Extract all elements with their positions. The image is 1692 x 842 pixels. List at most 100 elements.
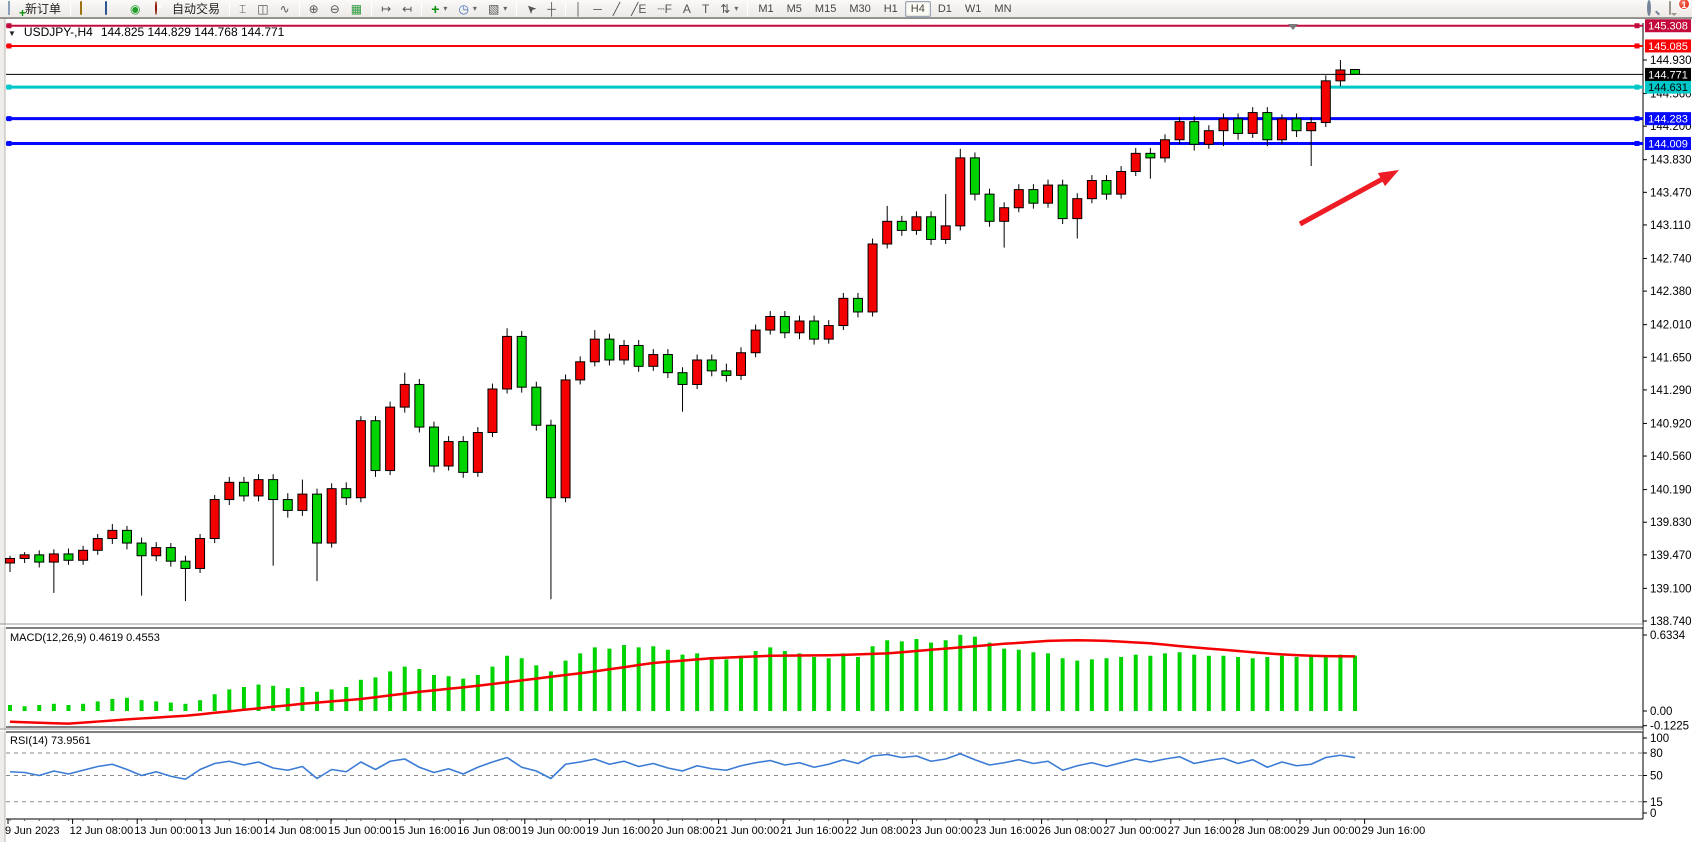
resistance-line-2-handle[interactable] [1634,43,1640,49]
support-line-blue-2-badge [1645,136,1691,150]
candlestick-chart-button[interactable]: ◫ [252,1,273,17]
time-tick-label: 21 Jun 00:00 [716,825,780,837]
timeframe-button-m30[interactable]: M30 [849,2,871,15]
fibonacci-button[interactable]: ┈F [652,1,677,17]
metaeditor-button[interactable] [75,0,99,17]
toolbar-separator [70,1,72,16]
candle-down [312,493,323,544]
time-tick-label: 29 Jun 00:00 [1297,825,1361,837]
candle-down [1028,189,1039,204]
vertical-line-icon: │ [574,1,583,16]
trend-arrow-head[interactable] [1377,170,1399,187]
auto-scroll-button[interactable]: ↦ [376,1,396,17]
chart-canvas[interactable]: 144.930144.560144.200143.830143.470143.1… [0,19,1692,842]
toolbar-separator [298,1,300,16]
autotrading-button[interactable]: 自动交易 [150,0,225,17]
templates-icon: ▧ [487,1,500,16]
timeframe-button-d1[interactable]: D1 [937,2,952,15]
zoom-out-button[interactable]: ⊖ [325,1,345,17]
support-line-blue-2-handle[interactable] [1634,140,1640,146]
vertical-line-button[interactable]: │ [570,1,588,17]
chart-window[interactable]: ▼ USDJPY-,H4 144.825 144.829 144.768 144… [0,18,1692,842]
time-tick-label: 9 Jun 2023 [5,825,59,837]
candle-up [940,225,951,240]
price-tick-label: 142.010 [1650,320,1692,332]
new-order-button[interactable]: 新订单 [3,0,66,17]
signals-button[interactable]: ◉ [125,1,149,17]
price-tick-label: 140.190 [1650,485,1692,497]
time-tick-label: 26 Jun 08:00 [1039,825,1103,837]
resistance-line-1-handle[interactable] [1634,23,1640,29]
zoom-in-button[interactable]: ⊕ [304,1,324,17]
rsi-axis-label: 0 [1650,808,1656,820]
chart-shift-icon: ↤ [402,1,413,16]
trend-arrow[interactable] [1298,177,1383,227]
candle-down [545,424,556,499]
toolbar: 新订单 ◉自动交易 ⌶◫∿ ⊕⊖▦ ↦ ↤ +▾◷▾▧▾ ➤┼ │ ─ ╱╱E┈FAT⇅▾ M1 M5 M… [0,0,1692,18]
candle-down [896,220,907,231]
trendline-button[interactable]: ╱ [608,1,625,17]
timeframe-button-h1[interactable]: H1 [883,2,898,15]
arrows-button[interactable]: ⇅ ▾ [715,1,743,17]
support-line-cyan-handle[interactable] [6,84,12,90]
crosshair-button[interactable]: ┼ [542,1,561,17]
horizontal-line-button[interactable]: ─ [588,1,607,17]
candle-up [297,493,308,511]
support-line-blue-1-handle[interactable] [6,116,12,122]
macd-label: MACD(12,26,9) 0.4619 0.4553 [10,632,160,644]
timeframe-button-m1[interactable]: M1 [758,2,774,15]
timeframe-button-m15[interactable]: M15 [814,2,837,15]
timeframe-button-mn[interactable]: MN [994,2,1012,15]
notification-badge: 1 [1678,0,1690,10]
text-label-button[interactable]: T [697,1,714,17]
chart-shift-marker[interactable] [1288,24,1298,30]
candle-down [677,372,688,385]
market-button[interactable] [100,0,124,17]
timeframe-button-h4[interactable]: H4 [904,0,931,17]
price-tick-label: 139.470 [1650,550,1692,562]
support-line-blue-1-handle[interactable] [1634,116,1640,122]
resistance-line-2-badge-text: 145.085 [1648,41,1688,53]
ohlc-readout: 144.825 144.829 144.768 144.771 [100,25,285,39]
resistance-line-1-handle[interactable] [6,23,12,29]
candle-down [779,315,790,334]
candle-down [706,359,717,372]
candle-down [633,344,644,367]
chevron-down-icon[interactable]: ▼ [8,29,16,38]
chart-shift-button[interactable]: ↤ [397,1,417,17]
time-tick-label: 15 Jun 00:00 [328,825,392,837]
rsi-axis-label: 50 [1650,771,1663,783]
timeframe-button-w1[interactable]: W1 [964,2,982,15]
candle-up [107,529,118,540]
time-periods-button[interactable]: ◷ ▾ [453,1,482,17]
candle-down [1101,180,1112,195]
toolbar-right-group: 1 [1647,0,1690,16]
candle-up [1159,139,1170,159]
indicators-button[interactable]: + ▾ [426,1,452,17]
new-order-label: 新订单 [25,2,62,16]
candle-down [604,338,615,361]
horizontal-line-icon: ─ [593,1,602,16]
candle-down [969,157,980,195]
timeframe-button-m5[interactable]: M5 [786,2,802,15]
line-chart-button[interactable]: ∿ [275,1,295,17]
support-line-blue-2-handle[interactable] [6,140,12,146]
templates-button[interactable]: ▧ ▾ [483,1,512,17]
toolbar-separator [564,1,566,16]
candle-down [1145,152,1156,159]
search-icon[interactable] [1647,0,1661,16]
equidistant-channel-button[interactable]: ╱E [626,1,651,17]
support-line-cyan-handle[interactable] [1634,84,1640,90]
chat-icon[interactable]: 1 [1669,0,1690,16]
cursor-button[interactable]: ➤ [521,0,541,17]
resistance-line-2-handle[interactable] [6,43,12,49]
candle-down [516,335,527,388]
bar-chart-button[interactable]: ⌶ [234,1,251,17]
candle-up [1072,198,1083,220]
candle-down [341,488,352,499]
toolbar-separator [516,1,518,16]
candle-up [867,243,878,313]
rsi-axis-label: 15 [1650,797,1663,809]
text-button[interactable]: A [678,1,696,17]
tile-windows-button[interactable]: ▦ [346,1,367,17]
